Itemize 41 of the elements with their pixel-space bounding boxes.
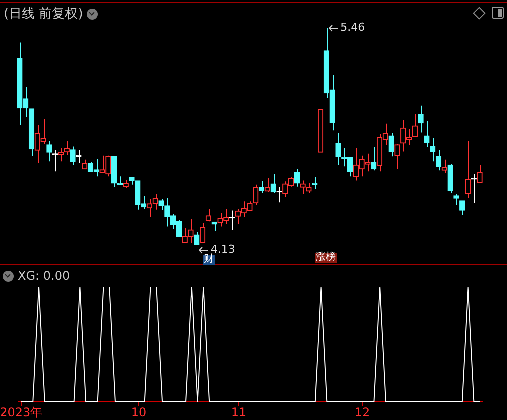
candlestick <box>270 174 276 194</box>
candlestick <box>206 208 212 222</box>
candlestick <box>424 120 430 148</box>
candlestick <box>430 138 436 162</box>
x-tick-label: 10 <box>131 405 147 420</box>
candlestick <box>388 132 394 158</box>
x-tick-label: 12 <box>354 405 370 420</box>
candlestick <box>306 182 312 194</box>
candlestick <box>336 132 342 166</box>
candlestick <box>294 168 300 188</box>
candlestick <box>264 178 271 193</box>
candlestick <box>194 232 200 246</box>
candlestick <box>258 180 265 194</box>
candlestick <box>465 140 472 199</box>
chart-title: (日线 前复权) <box>4 6 84 23</box>
candlestick <box>52 149 58 172</box>
candlestick <box>418 105 424 134</box>
chart-title: XG: 0.00 <box>18 269 70 283</box>
x-tick-label: 2023年 <box>0 405 43 420</box>
x-tick-label: 11 <box>231 405 247 420</box>
candlestick <box>371 146 377 172</box>
candlestick <box>300 180 306 195</box>
candlestick <box>460 200 466 216</box>
text: 财 <box>203 254 215 265</box>
annotation: 4.13 <box>210 243 236 256</box>
candlestick <box>146 198 153 218</box>
candlestick <box>471 174 477 204</box>
candlestick <box>70 146 76 166</box>
candlestick <box>477 164 483 184</box>
candlestick <box>412 114 418 138</box>
candlestick <box>394 144 400 170</box>
candlestick <box>200 222 206 244</box>
candlestick <box>436 149 442 172</box>
candlestick <box>152 194 158 210</box>
candlestick <box>46 140 52 162</box>
candlestick <box>82 159 88 170</box>
candlestick <box>442 159 448 174</box>
candlestick <box>158 198 164 211</box>
text: 涨榜 <box>315 252 337 263</box>
annotation: 5.46 <box>340 21 366 34</box>
candlestick <box>454 194 460 206</box>
